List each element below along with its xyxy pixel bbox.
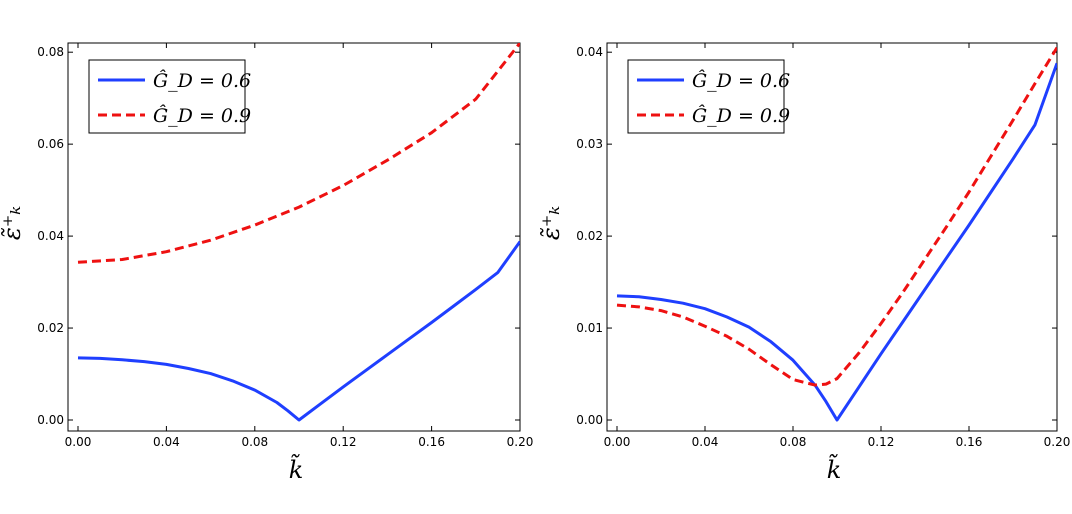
y-tick-label: 0.03 [576,137,603,151]
legend-box [88,59,246,134]
legend-label: Ĝ_D = 0.9 [153,104,251,127]
chart-panel-1: 0.00 0.04 0.08 0.12 0.16 0.20 0.00 0.02 0.04 0.06… [0,42,534,484]
series-line-gd-0-9 [616,46,1057,387]
y-tick-label: 0.00 [576,413,603,427]
y-tick-label: 0.08 [37,45,64,59]
plot-frame [606,42,1058,432]
x-axis-label: k̃ [827,453,842,484]
legend: Ĝ_D = 0.6 Ĝ_D = 0.9 [627,59,790,134]
x-tick-label: 0.20 [1044,435,1071,449]
legend-box [627,59,785,134]
chart-panel-2: 0.00 0.04 0.08 0.12 0.16 0.20 0.00 0.01 0.02 0.03… [537,42,1071,484]
legend: Ĝ_D = 0.6 Ĝ_D = 0.9 [88,59,251,134]
y-tick-label: 0.06 [37,137,64,151]
legend-label: Ĝ_D = 0.6 [692,69,790,92]
legend-label: Ĝ_D = 0.6 [153,69,251,92]
y-tick-label: 0.04 [37,229,64,243]
x-tick-label: 0.12 [330,435,357,449]
x-tick-label: 0.16 [956,435,983,449]
y-tick-label: 0.01 [576,321,603,335]
x-tick-label: 0.16 [418,435,445,449]
x-tick-label: 0.20 [507,435,534,449]
y-tick-label: 0.04 [576,45,603,59]
x-tick-label: 0.04 [153,435,180,449]
x-tick-label: 0.00 [65,435,92,449]
x-axis-label: k̃ [289,453,304,484]
x-tick-label: 0.00 [604,435,631,449]
y-tick-label: 0.02 [37,321,64,335]
y-axis-label: ε̃⁺ₖ [0,206,26,241]
y-tick-label: 0.02 [576,229,603,243]
legend-label: Ĝ_D = 0.9 [692,104,790,127]
series-line-gd-0-6 [616,62,1057,422]
x-tick-label: 0.12 [868,435,895,449]
x-tick-label: 0.04 [692,435,719,449]
x-tick-label: 0.08 [780,435,807,449]
series-line-gd-0-9 [77,43,520,264]
y-tick-label: 0.00 [37,413,64,427]
plot-frame [67,42,521,432]
series-line-gd-0-6 [77,240,520,422]
y-axis-label: ε̃⁺ₖ [537,206,565,241]
x-tick-label: 0.08 [241,435,268,449]
